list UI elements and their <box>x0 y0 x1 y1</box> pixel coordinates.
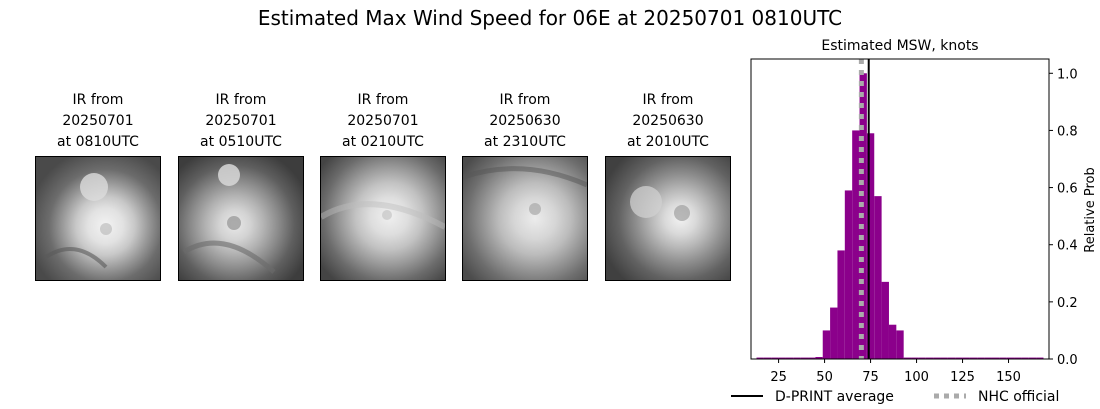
figure-title: Estimated Max Wind Speed for 06E at 2025… <box>257 6 843 30</box>
x-tick-label: 75 <box>862 370 879 385</box>
x-tick-label: 125 <box>950 370 975 385</box>
ir-panel-1: IR from 20250701 at 0810UTC <box>35 90 161 281</box>
histogram-bar <box>881 281 889 359</box>
ir-caption-date: 20250701 <box>205 113 277 129</box>
histogram-bar <box>955 357 963 359</box>
histogram-bar <box>785 357 794 359</box>
histogram-bar <box>896 330 904 359</box>
y-axis-ticks: 0.0 0.2 0.4 0.6 0.8 1.0 <box>1049 67 1078 368</box>
plot-frame <box>750 58 1050 360</box>
y-tick-label: 0.4 <box>1057 239 1078 254</box>
histogram-bar <box>778 357 786 359</box>
ir-cloud-texture <box>319 201 447 230</box>
histogram-bar <box>977 357 985 359</box>
y-tick-label: 0.0 <box>1057 353 1078 368</box>
ir-caption-date: 20250630 <box>632 113 704 129</box>
ir-caption-time: at 2010UTC <box>627 134 709 150</box>
y-tick-label: 0.2 <box>1057 296 1078 311</box>
ir-caption-line: IR from <box>499 92 551 108</box>
x-tick-label: 50 <box>816 370 833 385</box>
histogram-bar <box>837 250 845 359</box>
ir-caption-line: IR from <box>72 92 124 108</box>
histogram-bar <box>933 357 941 359</box>
histogram-bar <box>918 357 926 359</box>
histogram-bar <box>984 357 992 359</box>
ir-panel-caption: IR from 20250701 at 0210UTC <box>320 90 446 153</box>
histogram-bar <box>763 357 772 359</box>
y-tick-label: 1.0 <box>1057 67 1078 82</box>
histogram-bar <box>852 130 860 359</box>
histogram-bar <box>962 357 970 359</box>
ir-panel-4: IR from 20250630 at 2310UTC <box>462 90 589 281</box>
ir-panel-caption: IR from 20250630 at 2010UTC <box>605 90 731 153</box>
ir-caption-line: IR from <box>215 92 267 108</box>
ir-cloud-texture <box>630 186 690 221</box>
x-tick-label: 25 <box>770 370 787 385</box>
histogram-bar <box>1014 357 1022 359</box>
ir-panel-caption: IR from 20250630 at 2310UTC <box>462 90 588 153</box>
y-tick-label: 0.8 <box>1057 124 1078 139</box>
histogram-bar <box>830 307 838 359</box>
ir-panel-5: IR from 20250630 at 2010UTC <box>605 90 731 281</box>
x-tick-label: 150 <box>996 370 1021 385</box>
histogram-bar <box>947 357 956 359</box>
histogram-bar <box>940 357 948 359</box>
ir-caption-date: 20250630 <box>489 113 561 129</box>
x-tick-label: 100 <box>904 370 929 385</box>
ir-satellite-image <box>319 156 447 281</box>
ir-caption-time: at 2310UTC <box>484 134 566 150</box>
y-axis-label: Relative Prob <box>1083 167 1098 252</box>
ir-caption-time: at 0510UTC <box>200 134 282 150</box>
ir-satellite-image <box>605 156 731 281</box>
histogram-bar <box>903 357 912 359</box>
histogram-bar <box>1036 357 1044 359</box>
histogram-bar <box>1021 357 1029 359</box>
histogram-bar <box>771 357 779 359</box>
chart-legend: D-PRINT average NHC official <box>731 389 1059 405</box>
histogram-bar <box>800 357 809 359</box>
ir-caption-line: IR from <box>357 92 409 108</box>
histogram-bar <box>822 330 831 359</box>
histogram-bar <box>1028 357 1037 359</box>
ir-satellite-image <box>35 156 161 281</box>
histogram-bar <box>844 190 853 359</box>
histogram-bar <box>999 357 1007 359</box>
ir-cloud-texture <box>462 166 589 215</box>
ir-panel-3: IR from 20250701 at 0210UTC <box>319 90 447 281</box>
legend-nhc-label: NHC official <box>978 389 1059 405</box>
histogram-bar <box>1006 357 1015 359</box>
histogram-bar <box>866 133 875 359</box>
ir-caption-line: IR from <box>642 92 694 108</box>
histogram-bar <box>925 357 934 359</box>
legend-dprint-label: D-PRINT average <box>775 389 894 405</box>
y-tick-label: 0.6 <box>1057 182 1078 197</box>
x-axis-ticks: 25 50 75 100 125 150 <box>770 359 1021 385</box>
ir-satellite-image <box>462 156 589 281</box>
histogram-bar <box>888 324 897 359</box>
chart-title: Estimated MSW, knots <box>821 38 978 54</box>
histogram-bar <box>793 357 801 359</box>
histogram-bar <box>991 357 1000 359</box>
ir-panel-caption: IR from 20250701 at 0510UTC <box>178 90 304 153</box>
ir-caption-date: 20250701 <box>62 113 134 129</box>
ir-caption-time: at 0210UTC <box>342 134 424 150</box>
histogram-bar <box>756 357 764 359</box>
histogram-bar <box>815 357 823 359</box>
histogram-bar <box>969 357 978 359</box>
ir-caption-date: 20250701 <box>347 113 419 129</box>
ir-caption-time: at 0810UTC <box>57 134 139 150</box>
histogram-bar <box>911 357 919 359</box>
ir-cloud-texture <box>182 164 276 274</box>
ir-panel-caption: IR from 20250701 at 0810UTC <box>35 90 161 153</box>
ir-satellite-image <box>178 156 304 281</box>
histogram-bar <box>874 196 882 359</box>
ir-panel-2: IR from 20250701 at 0510UTC <box>178 90 304 281</box>
ir-cloud-texture <box>44 173 112 269</box>
histogram-bars <box>756 73 1044 360</box>
histogram-bar <box>808 357 816 359</box>
